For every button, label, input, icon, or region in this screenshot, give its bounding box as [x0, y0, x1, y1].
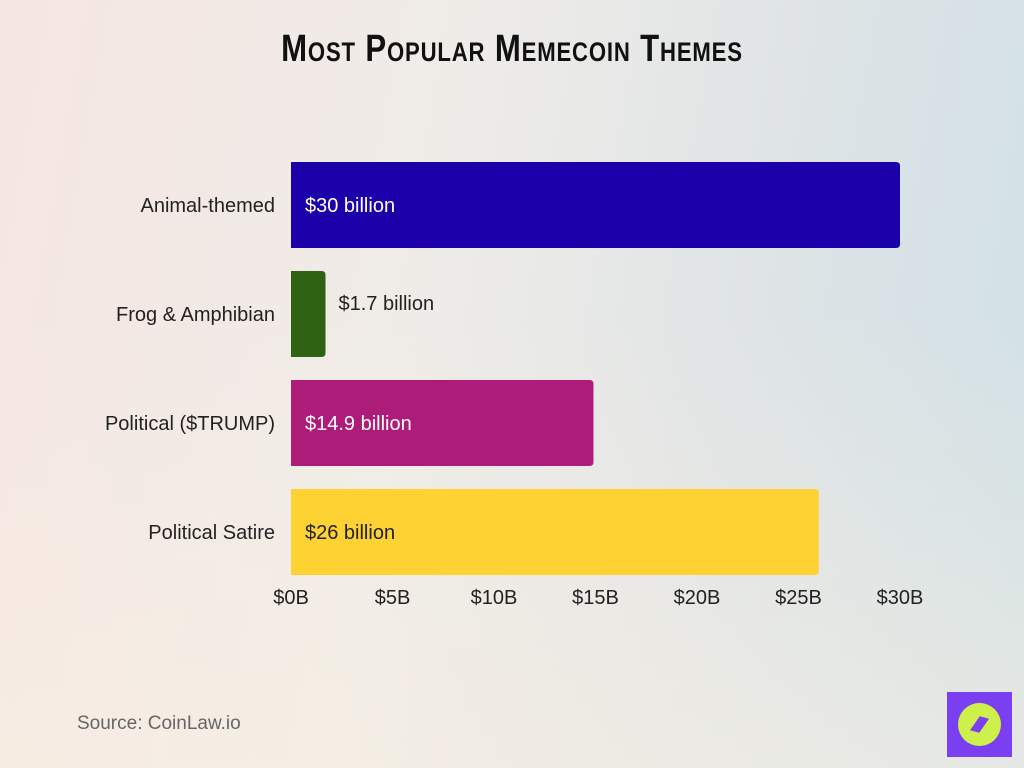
- compass-icon: [958, 703, 1001, 746]
- x-tick-label: $30B: [877, 587, 924, 609]
- category-label: Frog & Amphibian: [116, 304, 275, 326]
- bar: [291, 380, 594, 466]
- data-label: $1.7 billion: [339, 293, 435, 315]
- x-tick-label: $25B: [775, 587, 822, 609]
- category-label: Political ($TRUMP): [105, 413, 275, 435]
- chart-title: Most Popular Memecoin Themes: [281, 28, 743, 70]
- bar: [291, 489, 819, 575]
- x-tick-label: $15B: [572, 587, 619, 609]
- category-label: Animal-themed: [140, 195, 275, 217]
- data-label: $26 billion: [305, 522, 395, 544]
- data-label: $30 billion: [305, 195, 395, 217]
- x-tick-label: $20B: [674, 587, 721, 609]
- source-text: Source: CoinLaw.io: [77, 713, 241, 734]
- bar: [291, 162, 900, 248]
- x-tick-label: $10B: [471, 587, 518, 609]
- data-label: $14.9 billion: [305, 413, 412, 435]
- bar: [291, 271, 326, 357]
- x-tick-label: $0B: [273, 587, 309, 609]
- logo: [947, 692, 1012, 757]
- x-tick-label: $5B: [375, 587, 411, 609]
- category-label: Political Satire: [148, 522, 275, 544]
